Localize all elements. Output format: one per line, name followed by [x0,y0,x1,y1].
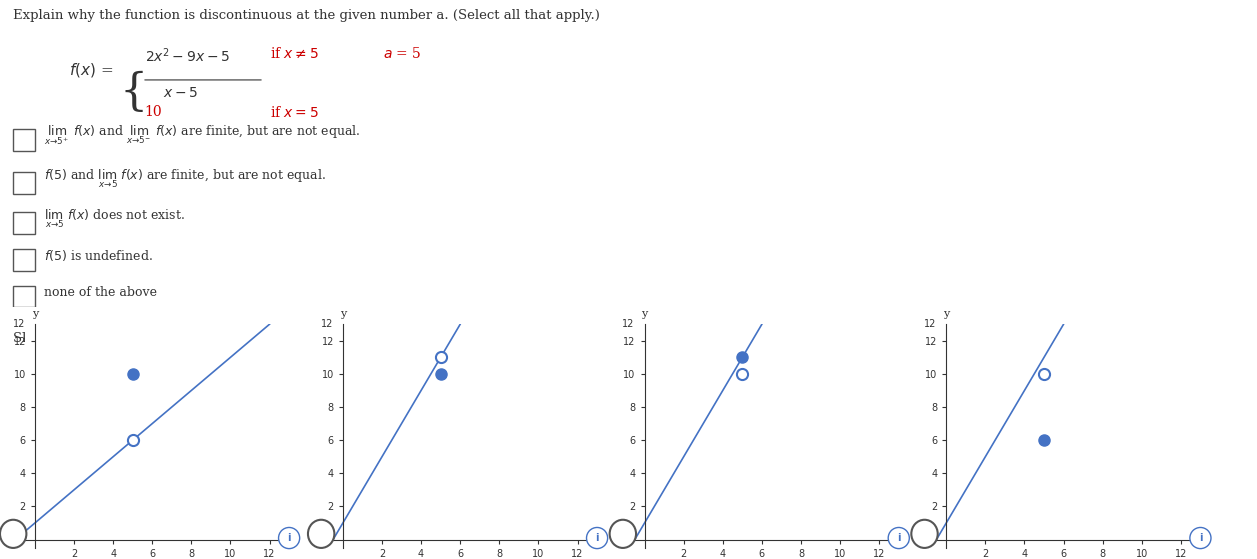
Text: y: y [339,309,346,319]
Circle shape [911,520,938,548]
Text: i: i [1199,533,1202,543]
Text: x: x [1204,534,1210,544]
Text: $f(x)$ =: $f(x)$ = [69,61,113,79]
Text: $x - 5$: $x - 5$ [163,86,199,100]
Circle shape [889,528,909,548]
Text: $a$ = 5: $a$ = 5 [383,46,422,61]
Text: {: { [119,70,147,114]
FancyBboxPatch shape [13,249,35,271]
Text: i: i [897,533,900,543]
Text: if $x \neq 5$: if $x \neq 5$ [270,46,319,60]
Text: 12: 12 [622,319,635,329]
Text: Explain why the function is discontinuous at the given number a. (Select all tha: Explain why the function is discontinuou… [13,10,600,22]
Text: y: y [641,309,647,319]
Circle shape [279,528,299,548]
Text: 10: 10 [145,105,162,119]
Text: $\lim_{x \to 5}$ $f(x)$ does not exist.: $\lim_{x \to 5}$ $f(x)$ does not exist. [44,207,185,230]
Circle shape [1190,528,1210,548]
FancyBboxPatch shape [13,286,35,307]
Text: 12: 12 [13,319,25,329]
FancyBboxPatch shape [13,172,35,193]
Text: x: x [903,534,909,544]
Text: 12: 12 [924,319,936,329]
Text: x: x [601,534,607,544]
Text: i: i [288,533,290,543]
Circle shape [587,528,607,548]
Text: if $x = 5$: if $x = 5$ [270,105,319,120]
Text: y: y [943,309,949,319]
Text: Sketch the graph of the function.: Sketch the graph of the function. [13,332,235,345]
Text: 12: 12 [321,319,333,329]
FancyBboxPatch shape [13,129,35,150]
Circle shape [610,520,636,548]
FancyBboxPatch shape [13,212,35,234]
Text: none of the above: none of the above [44,286,157,299]
Text: x: x [293,534,299,544]
Text: $2x^2 - 9x - 5$: $2x^2 - 9x - 5$ [145,46,230,65]
Circle shape [308,520,334,548]
Text: $f(5)$ is undefined.: $f(5)$ is undefined. [44,248,153,263]
Text: i: i [596,533,598,543]
Text: $f(5)$ and $\lim_{x \to 5}$ $f(x)$ are finite, but are not equal.: $f(5)$ and $\lim_{x \to 5}$ $f(x)$ are f… [44,167,326,190]
Text: $\lim_{x \to 5^+}$ $f(x)$ and $\lim_{x \to 5^-}$ $f(x)$ are finite, but are not : $\lim_{x \to 5^+}$ $f(x)$ and $\lim_{x \… [44,124,361,147]
Circle shape [0,520,26,548]
Text: y: y [31,309,38,319]
